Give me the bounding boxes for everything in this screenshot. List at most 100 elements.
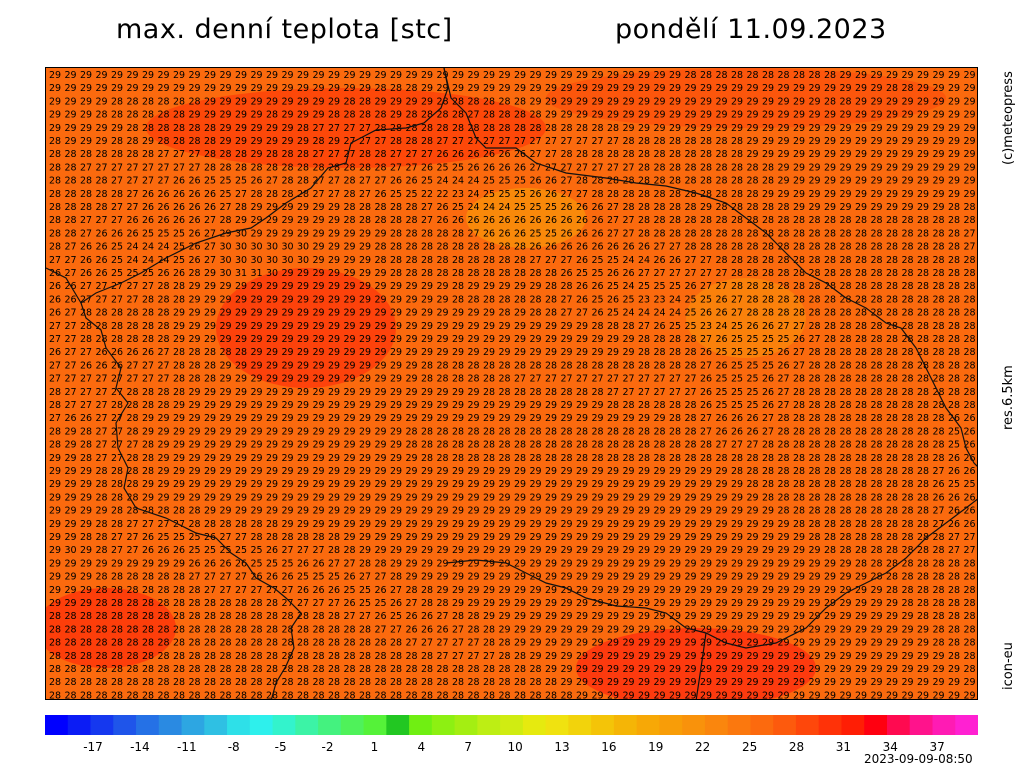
colorbar-cell	[136, 715, 160, 735]
temperature-value: 29	[669, 532, 681, 543]
temperature-value: 28	[809, 215, 821, 226]
temperature-value: 28	[421, 440, 433, 451]
temperature-value: 29	[592, 585, 604, 596]
temperature-value: 26	[421, 162, 433, 173]
temperature-value: 26	[173, 215, 185, 226]
temperature-value: 28	[685, 242, 697, 253]
temperature-value: 28	[127, 690, 139, 700]
temperature-value: 29	[65, 110, 77, 121]
temperature-value: 29	[328, 255, 340, 266]
temperature-value: 29	[220, 123, 232, 134]
temperature-value: 28	[375, 110, 387, 121]
temperature-value: 29	[669, 70, 681, 81]
temperature-value: 28	[948, 202, 960, 213]
temperature-value: 29	[530, 532, 542, 543]
temperature-value: 29	[576, 110, 588, 121]
temperature-value: 25	[948, 426, 960, 437]
temperature-value: 29	[700, 83, 712, 94]
temperature-value: 28	[142, 506, 154, 517]
temperature-value: 29	[778, 651, 790, 662]
temperature-value: 27	[545, 374, 557, 385]
temperature-value: 29	[111, 123, 123, 134]
temperature-value: 26	[49, 281, 61, 292]
temperature-value: 29	[685, 558, 697, 569]
temperature-value: 29	[545, 651, 557, 662]
temperature-value: 29	[716, 545, 728, 556]
temperature-value: 28	[840, 440, 852, 451]
temperature-value: 28	[638, 149, 650, 160]
temperature-value: 28	[855, 255, 867, 266]
temperature-value: 29	[747, 690, 759, 700]
temperature-value: 28	[623, 360, 635, 371]
temperature-value: 28	[948, 334, 960, 345]
temperature-value: 27	[561, 255, 573, 266]
temperature-value: 28	[49, 624, 61, 635]
temperature-value: 29	[716, 558, 728, 569]
temperature-value: 29	[142, 426, 154, 437]
temperature-value: 27	[623, 374, 635, 385]
temperature-value: 28	[452, 294, 464, 305]
temperature-value: 29	[855, 585, 867, 596]
temperature-value: 29	[623, 334, 635, 345]
temperature-value: 26	[948, 466, 960, 477]
temperature-value: 28	[762, 492, 774, 503]
temperature-value: 28	[328, 677, 340, 688]
temperature-value: 28	[948, 242, 960, 253]
temperature-value: 26	[530, 242, 542, 253]
temperature-value: 29	[638, 479, 650, 490]
temperature-value: 29	[204, 70, 216, 81]
temperature-value: 29	[251, 334, 263, 345]
temperature-value: 29	[685, 677, 697, 688]
temperature-value: 29	[359, 334, 371, 345]
temperature-value: 29	[313, 255, 325, 266]
temperature-value: 28	[948, 294, 960, 305]
temperature-value: 29	[840, 202, 852, 213]
temperature-value: 27	[344, 611, 356, 622]
temperature-value: 24	[158, 255, 170, 266]
temperature-value: 28	[142, 440, 154, 451]
temperature-value: 26	[452, 215, 464, 226]
colorbar-tick-label: 22	[695, 740, 711, 754]
temperature-value: 28	[685, 334, 697, 345]
temperature-value: 26	[468, 162, 480, 173]
temperature-value: 29	[793, 83, 805, 94]
temperature-value: 28	[297, 651, 309, 662]
temperature-value: 29	[390, 440, 402, 451]
temperature-value: 29	[793, 651, 805, 662]
temperature-value: 28	[297, 162, 309, 173]
temperature-value: 28	[142, 294, 154, 305]
temperature-value: 29	[282, 294, 294, 305]
temperature-value: 26	[49, 347, 61, 358]
temperature-value: 28	[514, 242, 526, 253]
temperature-value: 28	[266, 677, 278, 688]
temperature-value: 27	[204, 215, 216, 226]
temperature-value: 28	[344, 110, 356, 121]
temperature-value: 28	[933, 440, 945, 451]
temperature-value: 29	[902, 664, 914, 675]
temperature-value: 28	[313, 136, 325, 147]
temperature-value: 29	[545, 492, 557, 503]
temperature-value: 25	[235, 545, 247, 556]
temperature-value: 28	[406, 426, 418, 437]
temperature-value: 25	[313, 572, 325, 583]
temperature-value: 29	[158, 479, 170, 490]
temperature-value: 29	[421, 400, 433, 411]
temperature-value: 29	[251, 374, 263, 385]
temperature-value: 29	[452, 519, 464, 530]
temperature-value: 29	[220, 281, 232, 292]
temperature-value: 29	[871, 664, 883, 675]
temperature-value: 29	[421, 519, 433, 530]
temperature-value: 28	[483, 294, 495, 305]
temperature-value: 29	[406, 545, 418, 556]
temperature-value: 29	[313, 387, 325, 398]
temperature-value: 29	[871, 611, 883, 622]
temperature-value: 29	[747, 506, 759, 517]
temperature-value: 29	[437, 83, 449, 94]
temperature-value: 29	[359, 479, 371, 490]
temperature-value: 29	[297, 334, 309, 345]
temperature-value: 29	[375, 400, 387, 411]
temperature-value: 29	[824, 176, 836, 187]
temperature-value: 28	[731, 453, 743, 464]
temperature-value: 29	[530, 558, 542, 569]
temperature-value: 29	[251, 453, 263, 464]
